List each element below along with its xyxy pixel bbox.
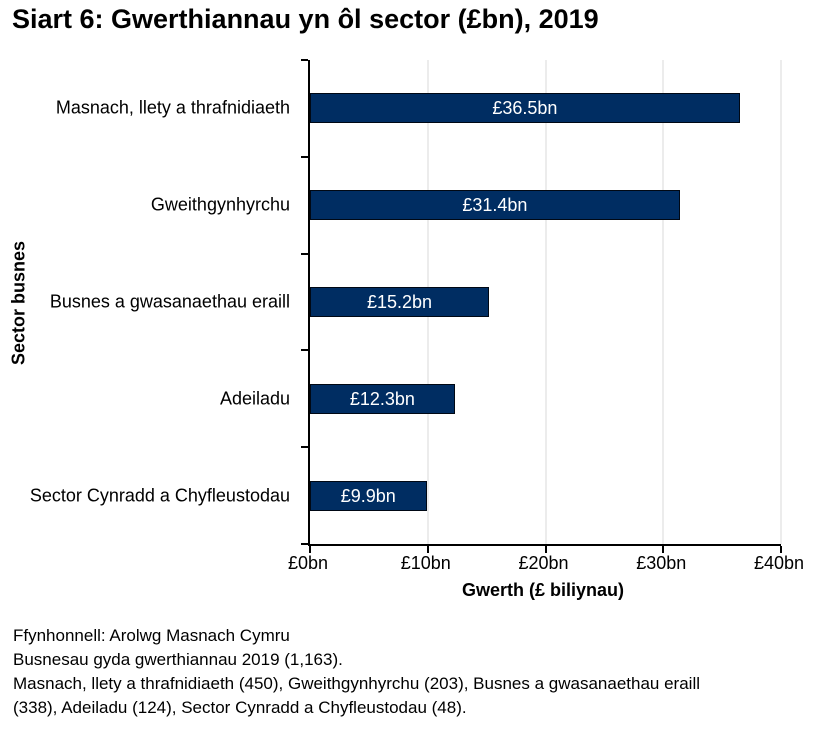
x-axis-title: Gwerth (£ biliynau): [461, 580, 625, 600]
bar-value-label: £15.2bn: [366, 292, 433, 312]
bar-value-label: £12.3bn: [349, 388, 415, 409]
category-label: Masnach, llety a thrafnidiaeth: [55, 97, 290, 118]
category-label: Adeiladu: [219, 388, 290, 409]
bar: £12.3bn: [310, 383, 455, 414]
footnote-line: Masnach, llety a thrafnidiaeth (450), Gw…: [13, 674, 700, 717]
gridline: [780, 60, 782, 544]
y-tick-mark: [301, 59, 308, 61]
bar-value-label: £36.5bn: [492, 98, 558, 119]
gridline: [545, 60, 546, 544]
category-label: Sector Cynradd a Chyfleustodau: [29, 485, 290, 506]
x-tick-label: £20bn: [518, 553, 569, 573]
x-tick-mark: [544, 546, 547, 553]
y-tick-mark: [301, 446, 308, 449]
y-tick-mark: [301, 349, 308, 352]
x-tick-label: £30bn: [636, 553, 687, 573]
bar-value-label: £31.4bn: [462, 195, 528, 216]
y-tick-mark: [301, 252, 308, 255]
bar-value-label: £9.9bn: [340, 485, 396, 506]
bar: £15.2bn: [310, 287, 489, 317]
source-footnote: Ffynhonnell: Arolwg Masnach Cymru Busnesa…: [13, 624, 718, 720]
x-tick-mark: [426, 546, 429, 553]
y-tick-mark: [301, 155, 308, 158]
gridline: [662, 60, 664, 544]
chart-title: Siart 6: Gwerthiannau yn ôl sector (£bn)…: [12, 4, 599, 34]
category-label: Busnes a gwasanaethau eraill: [49, 291, 290, 312]
x-axis-tick-labels: £0bn £10bn £20bn £30bn £40bn: [288, 553, 804, 575]
bar: £9.9bn: [310, 480, 427, 511]
x-tick-label: £0bn: [287, 553, 329, 573]
footnote-line: Ffynhonnell: Arolwg Masnach Cymru: [13, 626, 290, 645]
category-label: Gweithgynhyrchu: [150, 194, 290, 215]
y-tick-mark: [301, 543, 308, 545]
x-tick-mark: [662, 546, 665, 553]
x-tick-mark: [780, 546, 782, 553]
plot-area: £36.5bn £31.4bn £15.2bn £12.3bn £9.9bn: [301, 59, 782, 553]
bar: £36.5bn: [310, 93, 740, 124]
category-axis-labels: Masnach, llety a thrafnidiaeth Gweithgynh…: [0, 60, 298, 544]
x-tick-mark: [309, 546, 311, 553]
bar: £31.4bn: [310, 190, 680, 221]
x-tick-label: £10bn: [400, 553, 451, 573]
x-tick-label: £40bn: [753, 553, 805, 573]
footnote-line: Busnesau gyda gwerthiannau 2019 (1,163).: [13, 650, 343, 669]
